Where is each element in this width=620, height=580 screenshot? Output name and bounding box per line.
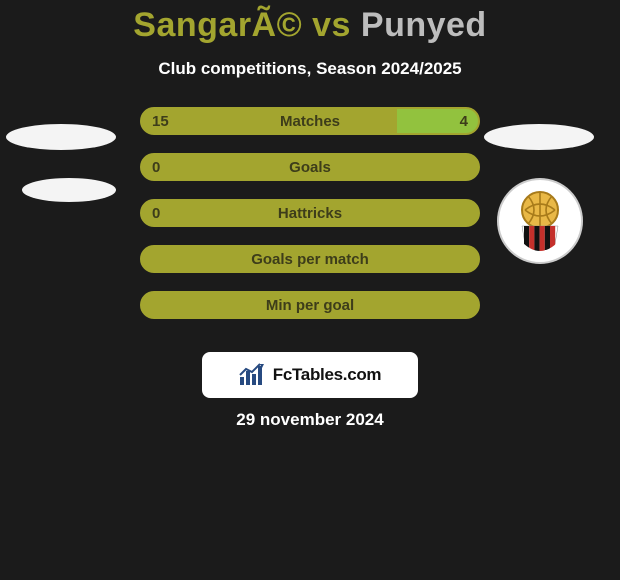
bars-container: Matches154 Goals0 Hattricks0 Goals per matc… [140,107,480,337]
fctables-text: FcTables.com [273,365,382,385]
title-vs: vs [302,6,361,44]
date-text: 29 november 2024 [0,410,620,430]
club-badge [497,178,583,264]
badge-stripe-5 [545,226,550,250]
left-placeholder-oval [22,178,116,202]
title-left: SangarÃ© [133,6,302,44]
badge-stripe-4 [540,226,545,251]
stat-bar: Goals per match [140,245,480,273]
stat-bar: Matches154 [140,107,480,135]
stat-bar-left-fill [142,247,478,271]
infographic-root: SangarÃ© vs Punyed Club competitions, Se… [0,0,620,580]
stat-bar-left-fill [142,109,397,133]
stat-bar-left-fill [142,201,478,225]
stat-bar-right-fill [397,109,478,133]
badge-stripe-2 [529,226,534,250]
bar-chart-icon [239,363,267,387]
page-title: SangarÃ© vs Punyed [0,0,620,45]
stat-bar: Hattricks0 [140,199,480,227]
badge-stripe-6 [550,226,555,248]
subtitle: Club competitions, Season 2024/2025 [0,59,620,79]
stat-bar: Goals0 [140,153,480,181]
left-placeholder-oval [6,124,116,150]
right-placeholder-oval [484,124,594,150]
club-badge-icon [505,186,575,256]
stat-bar-left-fill [142,293,478,317]
title-right: Punyed [361,6,487,44]
stat-bar-left-fill [142,155,478,179]
badge-stripe-3 [534,226,539,251]
fctables-badge[interactable]: FcTables.com [202,352,418,398]
stat-bar: Min per goal [140,291,480,319]
